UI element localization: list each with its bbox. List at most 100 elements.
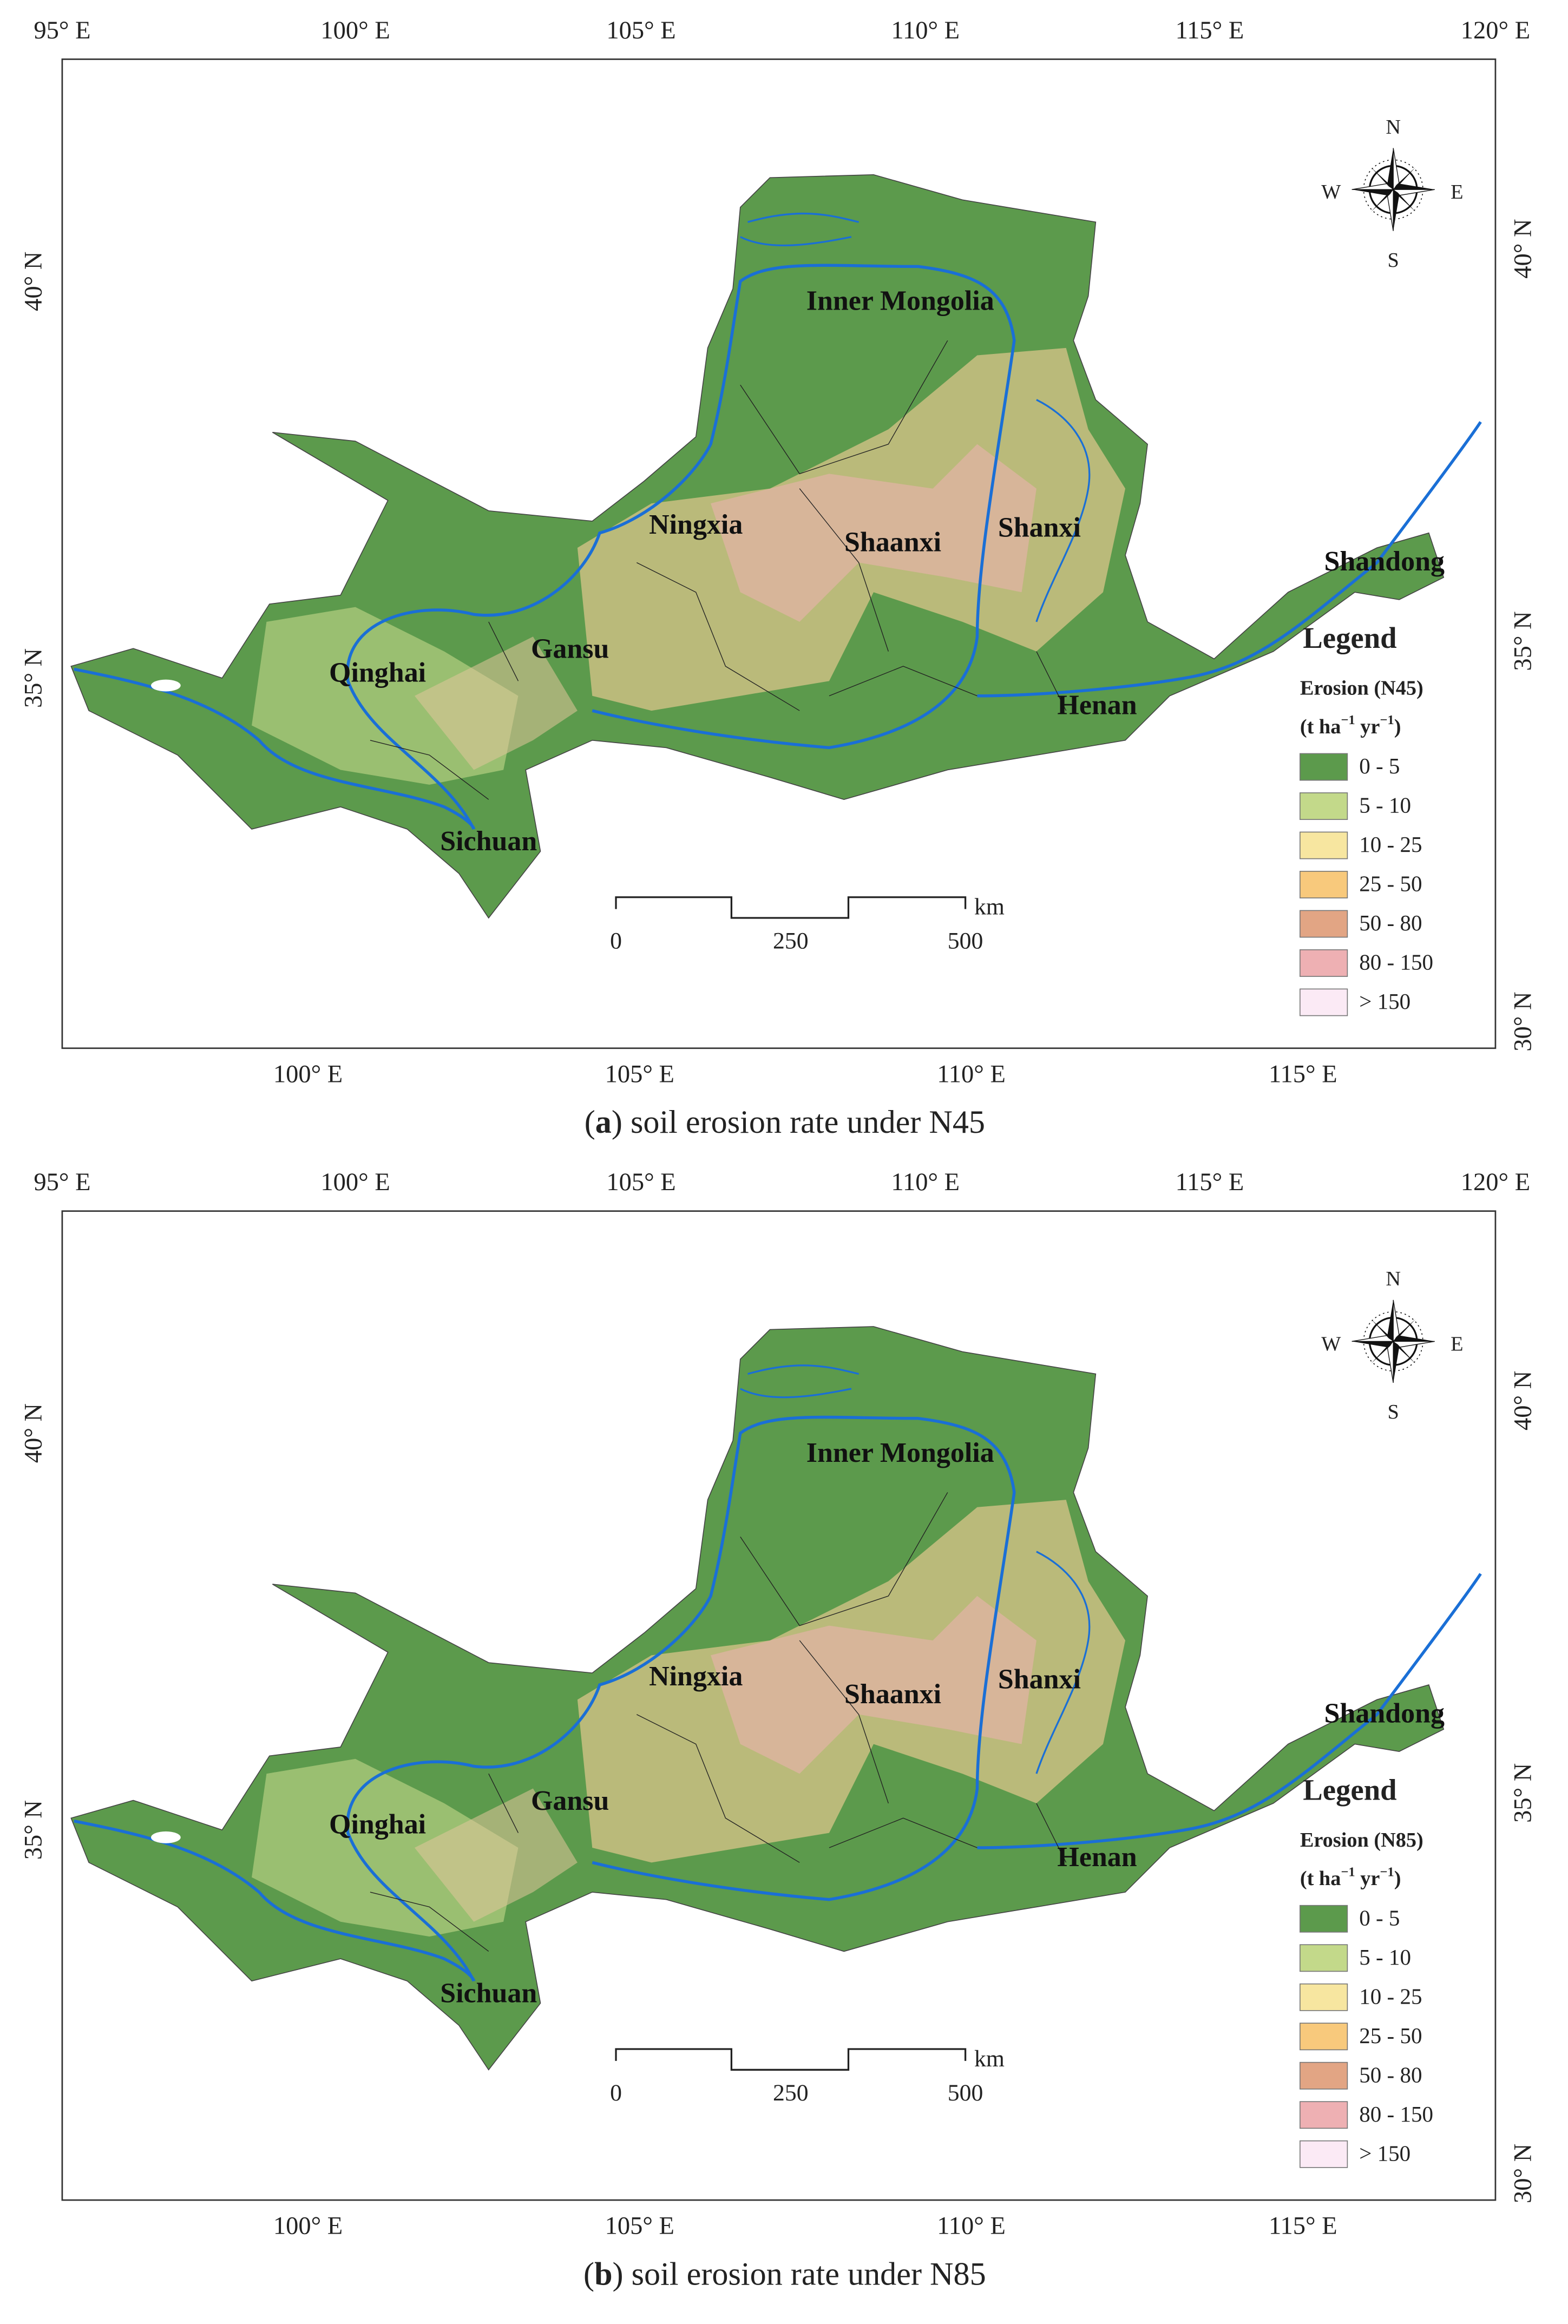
top-axis-label: 105° E bbox=[606, 17, 675, 44]
compass-s: S bbox=[1388, 1401, 1399, 1423]
legend-swatch bbox=[1300, 831, 1348, 859]
legend-heading: Erosion (N45) bbox=[1300, 677, 1423, 700]
scale-bar bbox=[615, 2048, 967, 2071]
legend-label: 5 - 10 bbox=[1359, 793, 1411, 818]
compass-s: S bbox=[1388, 249, 1399, 272]
legend-swatch bbox=[1300, 2140, 1348, 2168]
map-panel: 95° E 100° E 105° E 110° E 115° E 120° E 100° … bbox=[19, 17, 1537, 1140]
compass-w: W bbox=[1321, 1332, 1341, 1355]
bottom-axis-label: 115° E bbox=[1269, 2213, 1337, 2240]
units-text: ) bbox=[1394, 715, 1401, 738]
legend-label: 25 - 50 bbox=[1359, 871, 1422, 896]
legend-label: 10 - 25 bbox=[1359, 832, 1422, 857]
units-superscript: −1 bbox=[1341, 713, 1355, 727]
units-superscript: −1 bbox=[1380, 713, 1394, 727]
region-label: Shanxi bbox=[998, 1664, 1081, 1695]
legend-label: 0 - 5 bbox=[1359, 1905, 1400, 1930]
legend-swatch bbox=[1300, 1983, 1348, 2011]
caption-letter: a bbox=[595, 1104, 612, 1140]
right-axis-label: 30° N bbox=[1509, 2144, 1537, 2203]
legend-title: Legend bbox=[1303, 1773, 1396, 1806]
region-label: Inner Mongolia bbox=[806, 286, 994, 317]
bottom-axis-label: 110° E bbox=[937, 1060, 1006, 1088]
compass-e: E bbox=[1451, 181, 1463, 203]
bottom-axis-label: 105° E bbox=[605, 1060, 674, 1088]
right-axis-label: 35° N bbox=[1509, 611, 1537, 671]
units-text: (t ha bbox=[1300, 715, 1341, 738]
legend-label: 0 - 5 bbox=[1359, 753, 1400, 778]
caption-text: ) soil erosion rate under N45 bbox=[612, 1104, 985, 1140]
units-superscript: −1 bbox=[1341, 1865, 1355, 1879]
legend-swatch bbox=[1300, 910, 1348, 938]
top-axis-label: 100° E bbox=[320, 17, 390, 44]
map-panel: 95° E 100° E 105° E 110° E 115° E 120° E 100° … bbox=[19, 1168, 1537, 2292]
legend-swatch bbox=[1300, 2101, 1348, 2129]
compass-w: W bbox=[1321, 181, 1341, 203]
region-label: Gansu bbox=[531, 634, 609, 665]
top-axis-label: 110° E bbox=[891, 1168, 960, 1196]
legend-units: (t ha−1 yr−1) bbox=[1300, 713, 1401, 738]
legend-swatch bbox=[1300, 753, 1348, 781]
caption: (a) soil erosion rate under N45 bbox=[585, 1104, 985, 1140]
region-label: Qinghai bbox=[329, 657, 426, 688]
scale-label: 500 bbox=[948, 2080, 983, 2106]
legend-label: 50 - 80 bbox=[1359, 910, 1422, 935]
top-axis-label: 120° E bbox=[1461, 17, 1530, 44]
compass-n: N bbox=[1386, 1268, 1401, 1290]
top-axis-label: 120° E bbox=[1461, 1168, 1530, 1196]
legend-swatch bbox=[1300, 988, 1348, 1016]
top-axis-label: 115° E bbox=[1176, 1168, 1244, 1196]
bottom-axis-label: 100° E bbox=[273, 2213, 343, 2240]
region-label: Ningxia bbox=[649, 509, 743, 540]
compass-e: E bbox=[1451, 1332, 1463, 1355]
caption-text: ) soil erosion rate under N85 bbox=[613, 2256, 986, 2292]
top-axis-label: 95° E bbox=[34, 1168, 90, 1196]
region-label: Henan bbox=[1057, 1842, 1137, 1873]
right-axis-label: 30° N bbox=[1509, 992, 1537, 1051]
region-label: Qinghai bbox=[329, 1809, 426, 1840]
legend-label: 80 - 150 bbox=[1359, 950, 1433, 975]
region-label: Shaanxi bbox=[844, 527, 941, 558]
scale-label: 0 bbox=[610, 928, 622, 954]
caption: (b) soil erosion rate under N85 bbox=[583, 2256, 986, 2292]
legend-swatch bbox=[1300, 1905, 1348, 1933]
caption-open: ( bbox=[585, 1104, 595, 1140]
right-axis-label: 40° N bbox=[1509, 219, 1537, 278]
units-text: ) bbox=[1394, 1867, 1401, 1890]
left-axis-label: 40° N bbox=[19, 1403, 47, 1463]
compass-n: N bbox=[1386, 116, 1401, 139]
legend-label: > 150 bbox=[1359, 989, 1410, 1014]
scale-unit: km bbox=[974, 2046, 1005, 2072]
region-label: Gansu bbox=[531, 1785, 609, 1816]
top-axis-label: 105° E bbox=[606, 1168, 675, 1196]
legend-label: 80 - 150 bbox=[1359, 2102, 1433, 2126]
region-label: Shanxi bbox=[998, 512, 1081, 543]
region-label: Sichuan bbox=[440, 1978, 537, 2008]
left-axis-label: 40° N bbox=[19, 252, 47, 311]
top-axis-label: 115° E bbox=[1176, 17, 1244, 44]
legend-label: > 150 bbox=[1359, 2141, 1410, 2165]
legend-label: 25 - 50 bbox=[1359, 2023, 1422, 2048]
legend-swatch bbox=[1300, 2062, 1348, 2090]
units-text: (t ha bbox=[1300, 1867, 1341, 1890]
region-label: Henan bbox=[1057, 690, 1137, 721]
scale-label: 0 bbox=[610, 2080, 622, 2106]
scale-label: 500 bbox=[948, 928, 983, 954]
top-axis-label: 95° E bbox=[34, 17, 90, 44]
units-text: yr bbox=[1355, 1867, 1380, 1890]
caption-open: ( bbox=[583, 2256, 594, 2292]
bottom-axis-label: 100° E bbox=[273, 1060, 343, 1088]
left-axis-label: 35° N bbox=[19, 1800, 47, 1860]
legend-label: 50 - 80 bbox=[1359, 2062, 1422, 2087]
legend-heading: Erosion (N85) bbox=[1300, 1829, 1423, 1852]
units-superscript: −1 bbox=[1380, 1865, 1394, 1879]
region-label: Inner Mongolia bbox=[806, 1437, 994, 1468]
region-label: Ningxia bbox=[649, 1661, 743, 1692]
legend-swatch bbox=[1300, 1944, 1348, 1972]
legend-swatch bbox=[1300, 871, 1348, 898]
top-axis-label: 110° E bbox=[891, 17, 960, 44]
bottom-axis-label: 105° E bbox=[605, 2213, 674, 2240]
legend-swatch bbox=[1300, 792, 1348, 820]
region-label: Shandong bbox=[1324, 546, 1445, 577]
